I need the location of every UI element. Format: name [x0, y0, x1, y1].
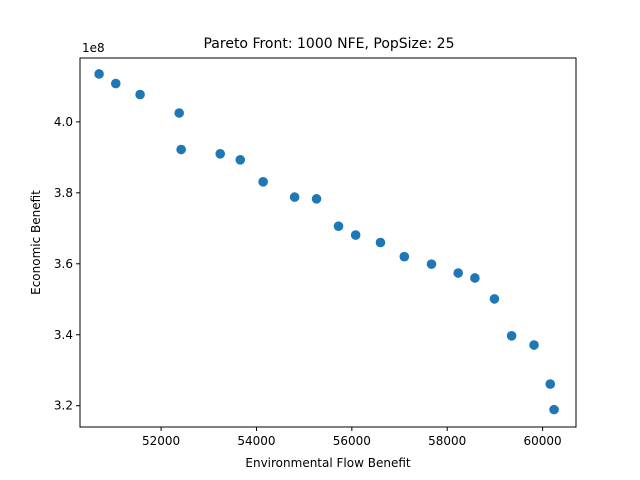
data-point	[549, 404, 559, 415]
y-tick-label: 3.6	[54, 257, 73, 271]
data-point	[399, 251, 410, 262]
x-tick-label: 52000	[142, 434, 180, 448]
x-tick-label: 58000	[428, 434, 466, 448]
data-point	[426, 259, 437, 269]
data-point	[289, 192, 300, 202]
chart-title: Pareto Front: 1000 NFE, PopSize: 25	[203, 36, 454, 52]
data-point	[470, 273, 480, 283]
data-point	[375, 237, 386, 248]
data-point	[529, 340, 539, 350]
data-point	[176, 144, 186, 155]
y-tick-label: 3.8	[54, 186, 73, 200]
data-point	[174, 108, 184, 118]
x-tick-label: 60000	[524, 434, 562, 448]
data-point	[489, 294, 500, 304]
y-tick-label: 4.0	[54, 115, 73, 129]
y-offset-label: 1e8	[82, 41, 105, 55]
data-point	[350, 230, 361, 240]
plot-area: 52000 54000 56000 58000 60000 3.2 3.4 3.6 3.8 4.0	[54, 69, 562, 448]
data-point	[110, 78, 121, 89]
x-tick-label: 54000	[237, 434, 275, 448]
x-axis-label: Environmental Flow Benefit	[245, 456, 410, 470]
data-point	[506, 331, 517, 341]
y-tick-label: 3.4	[54, 328, 73, 342]
x-tick-label: 56000	[333, 434, 371, 448]
data-point	[94, 69, 104, 79]
y-tick-label: 3.2	[54, 399, 73, 413]
data-point	[333, 221, 344, 231]
data-point	[311, 194, 322, 204]
data-point	[453, 268, 464, 278]
data-point	[215, 148, 226, 159]
data-point	[235, 155, 246, 165]
axes-frame	[79, 57, 577, 428]
data-point	[135, 89, 145, 100]
data-point	[545, 379, 556, 389]
data-point	[258, 177, 268, 187]
y-axis-label: Economic Benefit	[29, 190, 43, 295]
